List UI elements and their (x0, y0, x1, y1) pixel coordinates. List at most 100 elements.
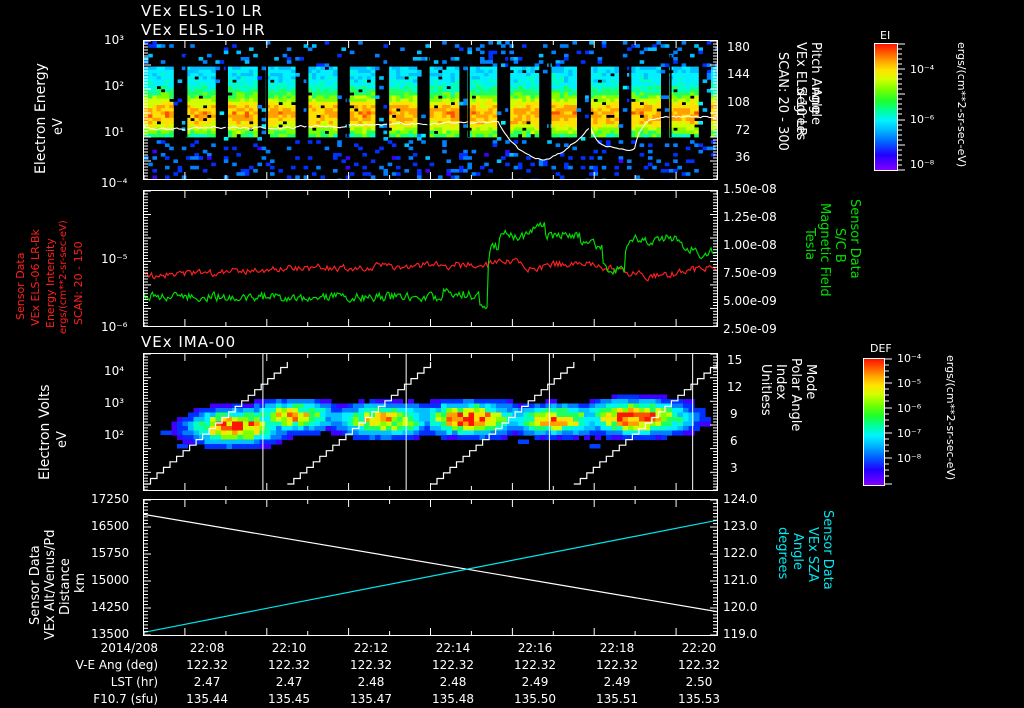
panel4-ytick-3: 15000 (91, 573, 130, 587)
table-cell: 2.48 (357, 675, 385, 689)
panel3-colorbar-tick-4: 10⁻⁸ (897, 452, 922, 465)
panel1-title-hr: VEx ELS-10 HR (141, 21, 266, 39)
panel3-yaxis-units: eV (55, 431, 70, 448)
panel3-y2label-mode: Mode (803, 364, 818, 400)
panel3-colorbar-tick-3: 10⁻⁷ (897, 427, 922, 440)
panel4-ytick-5: 13500 (91, 627, 130, 641)
panel4-y2label-angle: Angle (790, 533, 805, 570)
table-cell: 22:12 (353, 641, 389, 655)
panel3-y2label-index: Index (773, 364, 788, 400)
panel2-y2label-sc-b: S/C B (832, 228, 847, 263)
panel4-ylabel-sensor-data: Sensor Data (28, 545, 43, 625)
table-row-label: 2014/208 (100, 641, 159, 655)
panel2-ytick-1: 10⁻⁵ (101, 252, 128, 266)
panel1-y2-label-angle: Angle (808, 88, 823, 125)
table-cell: 135.48 (432, 692, 475, 706)
panel3-colorbar-unit: ergs/(cm**2-sr-sec-eV) (944, 355, 957, 481)
panel2-ylabel-scan: SCAN: 20 - 150 (72, 241, 85, 325)
panel1-colorbar (874, 43, 898, 171)
panel4-y2tick-1: 123.0 (723, 519, 758, 533)
panel1-y2-label-sensor: VEx ELS-10 LR (793, 42, 808, 137)
panel4-y2tick-2: 122.0 (723, 546, 758, 560)
panel2-plot-area[interactable] (143, 190, 718, 327)
panel2-ytick-2: 10⁻⁶ (101, 320, 128, 334)
table-cell: 22:08 (189, 641, 225, 655)
panel1-y2tick-4: 36 (735, 150, 751, 164)
table-cell: 2.49 (603, 675, 631, 689)
panel1-ytick-2: 10¹ (104, 125, 125, 139)
panel3-colorbar (863, 358, 885, 486)
panel1-y2-label-pitch-angle: Pitch Angle (808, 42, 823, 115)
panel4-ytick-1: 16500 (91, 519, 130, 533)
table-cell: 135.47 (350, 692, 393, 706)
panel1-yaxis-label: Electron Energy (33, 63, 49, 174)
panel1-ytick-1: 10² (104, 79, 125, 93)
panel4-plot-area[interactable] (143, 499, 718, 636)
table-cell: 122.32 (186, 658, 229, 672)
panel1-y2tick-0: 180 (727, 40, 750, 54)
panel4-ylabel-altitude: VEx Alt/Venus/Pd (43, 529, 58, 640)
panel1-colorbar-tick-0: 10⁻⁴ (910, 63, 935, 76)
table-cell: 135.51 (595, 692, 638, 706)
panel4-y2label-sza: VEx SZA (805, 527, 820, 582)
panel3-y2tick-1: 12 (727, 380, 743, 394)
panel1-colorbar-tick-2: 10⁻⁸ (910, 158, 935, 171)
table-cell: 22:14 (435, 641, 471, 655)
table-row-label: F10.7 (sfu) (93, 692, 159, 706)
panel1-title-lr: VEx ELS-10 LR (141, 2, 263, 20)
panel1-colorbar-tick-1: 10⁻⁶ (910, 113, 935, 126)
table-cell: 22:18 (599, 641, 635, 655)
table-row: 2014/208 22:08 22:10 22:12 22:14 22:16 22:18 22… (0, 640, 740, 657)
table-cell: 135.50 (514, 692, 556, 706)
panel1-ytick-0: 10³ (104, 33, 125, 47)
panel1-colorbar-name: EI (880, 29, 891, 42)
panel1-y2tick-2: 108 (727, 95, 750, 109)
panel2-y2tick-1: 1.25e-08 (723, 210, 777, 224)
panel3-colorbar-tick-2: 10⁻⁶ (897, 402, 922, 415)
table-cell: 22:16 (517, 641, 553, 655)
panel1-colorbar-unit: ergs/(cm**2-sr-sec-eV) (955, 42, 968, 168)
table-cell: 122.32 (432, 658, 475, 672)
table-cell: 135.45 (268, 692, 311, 706)
panel4-y2label-degrees: degrees (775, 527, 790, 580)
panel1-yaxis-units: eV (51, 118, 66, 135)
panel2-y2label-tesla: Tesla (802, 228, 817, 261)
table-cell: 122.32 (595, 658, 638, 672)
panel4-ytick-0: 17250 (91, 492, 130, 506)
panel4-ytick-4: 14250 (91, 600, 130, 614)
panel4-y2tick-0: 124.0 (723, 492, 758, 506)
panel3-colorbar-tick-0: 10⁻⁴ (897, 352, 922, 365)
panel3-y2label-unitless: Unitless (758, 364, 773, 416)
panel2-y2tick-4: 5.00e-09 (723, 294, 777, 308)
panel1-plot-area[interactable] (143, 40, 718, 180)
panel2-ylabel-sensor-data: Sensor Data (14, 252, 27, 320)
panel3-plot-area[interactable] (143, 353, 718, 491)
panel2-ylabel-energy-intensity: Energy Intensity (44, 238, 57, 328)
panel4-y2tick-3: 121.0 (723, 573, 758, 587)
table-cell: 2.47 (193, 675, 221, 689)
panel3-y2tick-4: 3 (730, 461, 738, 475)
table-cell: 2.50 (685, 675, 713, 689)
panel2-y2label-sensor-data: Sensor Data (847, 199, 862, 279)
panel3-y2label-polar-angle: Polar Angle (788, 358, 803, 432)
panel2-ytick-0: 10⁻⁴ (101, 176, 128, 190)
panel3-ytick-2: 10² (104, 428, 125, 442)
panel2-ylabel-units: ergs/(cm**2-sr-sec-eV) (58, 220, 69, 334)
table-row: V-E Ang (deg) 122.32 122.32 122.32 122.32 122… (0, 657, 740, 674)
panel2-y2tick-5: 2.50e-09 (723, 322, 777, 336)
panel2-ylabel-instrument: VEx ELS-06 LR-Bk (29, 229, 42, 326)
panel1-y2tick-1: 144 (727, 67, 750, 81)
table-cell: 2.49 (521, 675, 549, 689)
panel3-y2tick-0: 15 (727, 353, 743, 367)
table-cell: 122.32 (677, 658, 720, 672)
panel2-y2label-magnetic-field: Magnetic Field (817, 203, 832, 297)
panel2-y2tick-0: 1.50e-08 (723, 182, 777, 196)
table-row-label: V-E Ang (deg) (75, 658, 159, 672)
panel3-colorbar-ticks (885, 358, 892, 485)
panel3-ytick-0: 10⁴ (104, 364, 125, 378)
panel3-ytick-1: 10³ (104, 396, 125, 410)
panel1-colorbar-ticks (898, 43, 905, 171)
table-cell: 122.32 (268, 658, 311, 672)
table-row-label: LST (hr) (110, 675, 159, 689)
